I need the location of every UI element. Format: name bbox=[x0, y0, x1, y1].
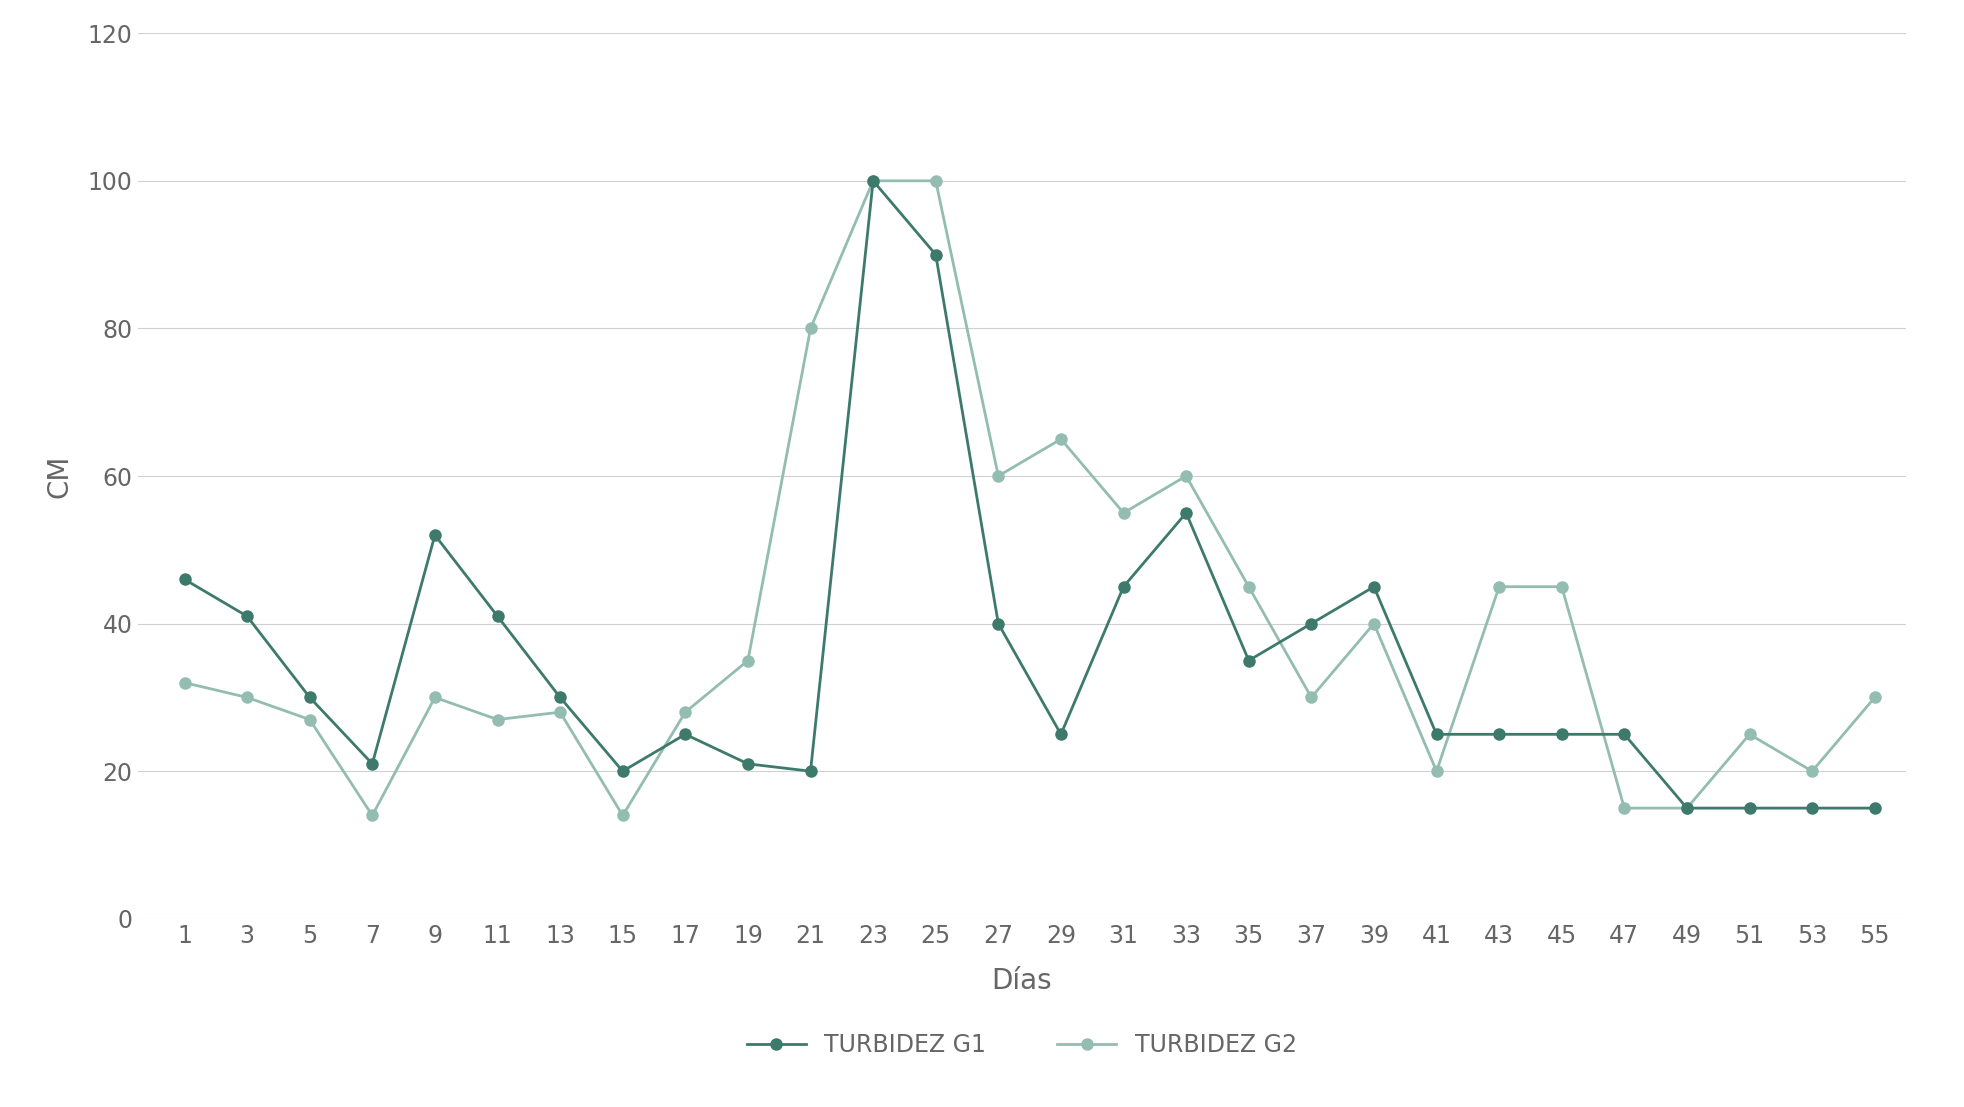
TURBIDEZ G1 bbox=[797, 765, 821, 778]
TURBIDEZ G1 bbox=[1673, 801, 1697, 815]
TURBIDEZ G1 bbox=[422, 528, 446, 541]
TURBIDEZ G1 bbox=[236, 610, 259, 623]
Line: TURBIDEZ G2: TURBIDEZ G2 bbox=[179, 175, 1880, 821]
TURBIDEZ G2 bbox=[1112, 506, 1135, 519]
TURBIDEZ G2 bbox=[1862, 691, 1885, 704]
TURBIDEZ G2 bbox=[1049, 433, 1072, 446]
TURBIDEZ G1 bbox=[1736, 801, 1760, 815]
TURBIDEZ G1 bbox=[1487, 727, 1510, 741]
TURBIDEZ G1 bbox=[485, 610, 509, 623]
TURBIDEZ G1 bbox=[1361, 580, 1385, 593]
TURBIDEZ G1 bbox=[1235, 654, 1259, 668]
TURBIDEZ G2 bbox=[485, 713, 509, 726]
TURBIDEZ G1 bbox=[1612, 727, 1636, 741]
TURBIDEZ G2 bbox=[1487, 580, 1510, 593]
TURBIDEZ G1 bbox=[1112, 580, 1135, 593]
TURBIDEZ G1 bbox=[1862, 801, 1885, 815]
TURBIDEZ G1 bbox=[674, 727, 697, 741]
Legend: TURBIDEZ G1, TURBIDEZ G2: TURBIDEZ G1, TURBIDEZ G2 bbox=[736, 1024, 1306, 1066]
Y-axis label: CM: CM bbox=[45, 454, 75, 498]
X-axis label: Días: Días bbox=[992, 968, 1051, 995]
TURBIDEZ G1 bbox=[173, 572, 196, 586]
TURBIDEZ G2 bbox=[1424, 765, 1447, 778]
TURBIDEZ G1 bbox=[1174, 506, 1198, 519]
TURBIDEZ G1 bbox=[860, 174, 884, 187]
TURBIDEZ G1 bbox=[923, 248, 947, 261]
TURBIDEZ G1 bbox=[1550, 727, 1573, 741]
TURBIDEZ G2 bbox=[1612, 801, 1636, 815]
TURBIDEZ G2 bbox=[299, 713, 322, 726]
TURBIDEZ G1 bbox=[299, 691, 322, 704]
TURBIDEZ G2 bbox=[236, 691, 259, 704]
TURBIDEZ G2 bbox=[359, 809, 383, 823]
TURBIDEZ G2 bbox=[1736, 727, 1760, 741]
TURBIDEZ G2 bbox=[1673, 801, 1697, 815]
TURBIDEZ G1 bbox=[611, 765, 634, 778]
TURBIDEZ G2 bbox=[611, 809, 634, 823]
TURBIDEZ G2 bbox=[1298, 691, 1322, 704]
TURBIDEZ G1 bbox=[359, 757, 383, 770]
TURBIDEZ G1 bbox=[1298, 617, 1322, 630]
TURBIDEZ G2 bbox=[1550, 580, 1573, 593]
TURBIDEZ G1 bbox=[736, 757, 760, 770]
TURBIDEZ G2 bbox=[548, 705, 572, 718]
TURBIDEZ G1 bbox=[1799, 801, 1823, 815]
TURBIDEZ G1 bbox=[1049, 727, 1072, 741]
TURBIDEZ G2 bbox=[1361, 617, 1385, 630]
TURBIDEZ G2 bbox=[797, 322, 821, 335]
TURBIDEZ G2 bbox=[1235, 580, 1259, 593]
TURBIDEZ G2 bbox=[923, 174, 947, 187]
TURBIDEZ G2 bbox=[422, 691, 446, 704]
TURBIDEZ G2 bbox=[1799, 765, 1823, 778]
TURBIDEZ G2 bbox=[173, 676, 196, 690]
TURBIDEZ G1 bbox=[548, 691, 572, 704]
TURBIDEZ G2 bbox=[736, 654, 760, 668]
TURBIDEZ G2 bbox=[860, 174, 884, 187]
TURBIDEZ G2 bbox=[674, 705, 697, 718]
Line: TURBIDEZ G1: TURBIDEZ G1 bbox=[179, 175, 1880, 815]
TURBIDEZ G2 bbox=[986, 469, 1009, 483]
TURBIDEZ G1 bbox=[986, 617, 1009, 630]
TURBIDEZ G2 bbox=[1174, 469, 1198, 483]
TURBIDEZ G1 bbox=[1424, 727, 1447, 741]
